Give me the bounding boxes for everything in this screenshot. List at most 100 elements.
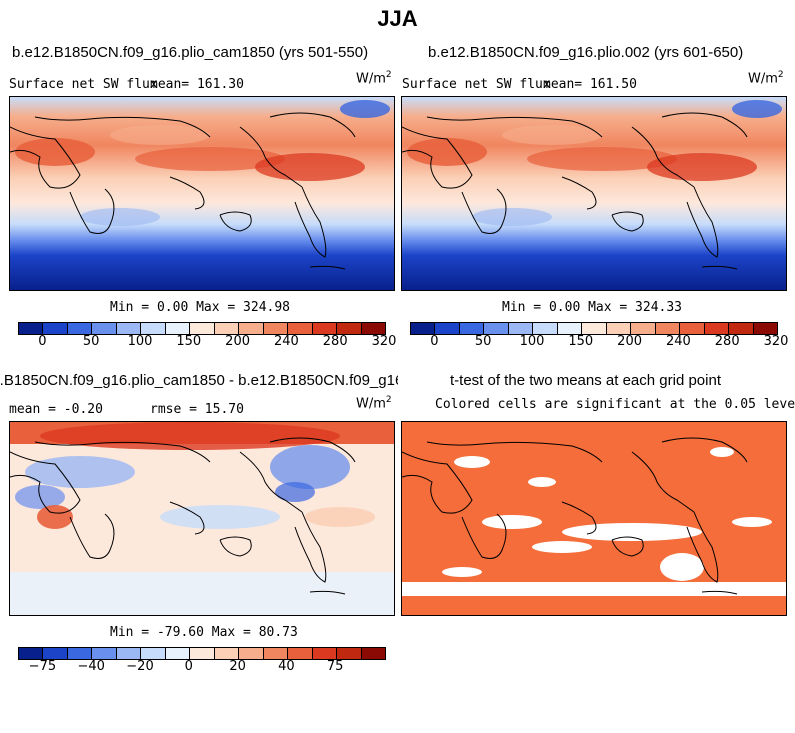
colorbar-swatch: [411, 323, 436, 334]
colorbar-swatch: [753, 323, 778, 334]
colorbar-swatch: [19, 323, 44, 334]
panel2-stats: Min = 0.00 Max = 324.33: [502, 300, 683, 315]
colorbar-tick-label: 240: [273, 334, 299, 349]
colorbar-swatch: [288, 323, 313, 334]
colorbar-swatch: [655, 323, 681, 334]
colorbar-tick-label: 200: [225, 334, 251, 349]
colorbar-swatch: [239, 323, 264, 334]
colorbar-tick-label: 150: [568, 334, 594, 349]
colorbar-swatch: [312, 648, 338, 659]
colorbar-swatch: [116, 648, 142, 659]
colorbar-swatch: [729, 323, 754, 334]
colorbar-swatch: [116, 323, 142, 334]
colorbar-swatch: [67, 648, 93, 659]
panel4-subtitle: Colored cells are significant at the 0.0…: [435, 397, 795, 412]
panel1-mean-label: mean= 161.30: [150, 77, 244, 92]
colorbar-swatch: [92, 648, 117, 659]
colorbar-swatch: [239, 648, 264, 659]
panel1-map: [9, 96, 395, 291]
colorbar-swatch: [214, 648, 240, 659]
panel2-map-svg: [402, 97, 786, 290]
colorbar-tick-label: 40: [278, 659, 295, 674]
colorbar-tick-label: 280: [322, 334, 348, 349]
panel4-map-svg: [402, 422, 786, 615]
colorbar-tick-label: 280: [714, 334, 740, 349]
colorbar-tick-label: 150: [176, 334, 202, 349]
panel2-units: W/m2: [748, 70, 784, 87]
colorbar-swatch: [508, 323, 534, 334]
panel3-map-svg: [10, 422, 394, 615]
colorbar-tick-label: 240: [665, 334, 691, 349]
colorbar-absolute-left: [18, 322, 386, 335]
colorbar-absolute-right: [410, 322, 778, 335]
colorbar-swatch: [312, 323, 338, 334]
colorbar-tick-label: 0: [430, 334, 439, 349]
colorbar-swatch: [435, 323, 460, 334]
colorbar-tick-label: 200: [617, 334, 643, 349]
colorbar-swatch: [533, 323, 558, 334]
colorbar-tick-label: −40: [77, 659, 105, 674]
colorbar-swatch: [263, 648, 289, 659]
colorbar-tick-label: 320: [763, 334, 789, 349]
figure-title: JJA: [377, 6, 418, 31]
panel2-field-label: Surface net SW flux: [402, 77, 551, 92]
colorbar-swatch: [190, 323, 215, 334]
colorbar-tick-label: −75: [28, 659, 57, 674]
colorbar-swatch: [288, 648, 313, 659]
panel3-units: W/m2: [356, 395, 392, 412]
colorbar-swatch: [704, 323, 730, 334]
panel3-rmse-label: rmse = 15.70: [150, 402, 244, 417]
colorbar-swatch: [141, 323, 166, 334]
colorbar-swatch: [92, 323, 117, 334]
colorbar-swatch: [165, 323, 191, 334]
colorbar-swatch: [214, 323, 240, 334]
panel2-mean-label: mean= 161.50: [543, 77, 637, 92]
colorbar-swatch: [337, 648, 362, 659]
colorbar-swatch: [631, 323, 656, 334]
colorbar-swatch: [680, 323, 705, 334]
colorbar-swatch: [361, 648, 386, 659]
colorbar-tick-label: 50: [474, 334, 492, 349]
colorbar-swatch: [361, 323, 386, 334]
colorbar-swatch: [43, 323, 68, 334]
panel3-map: [9, 421, 395, 616]
colorbar-swatch: [557, 323, 583, 334]
panel3-stats: Min = -79.60 Max = 80.73: [110, 625, 298, 640]
colorbar-tick-label: 20: [229, 659, 246, 674]
colorbar-swatch: [43, 648, 68, 659]
colorbar-difference: [18, 647, 386, 660]
colorbar-swatch: [263, 323, 289, 334]
colorbar-swatch: [141, 648, 166, 659]
colorbar-absolute-left-ticks: 0 50 100 150 200 240 280 320: [18, 334, 396, 350]
colorbar-swatch: [337, 323, 362, 334]
colorbar-difference-ticks: −75 −40 −20 0 20 40 75: [18, 659, 386, 675]
colorbar-swatch: [19, 648, 44, 659]
colorbar-absolute-right-ticks: 0 50 100 150 200 240 280 320: [410, 334, 788, 350]
panel2-title: b.e12.B1850CN.f09_g16.plio.002 (yrs 601-…: [428, 44, 744, 61]
colorbar-swatch: [459, 323, 485, 334]
colorbar-tick-label: 100: [519, 334, 545, 349]
panel4-title: t-test of the two means at each grid poi…: [450, 372, 721, 389]
panel3-mean-label: mean = -0.20: [9, 402, 103, 417]
colorbar-tick-label: 100: [127, 334, 153, 349]
panel3-title-clip: b.e12.B1850CN.f09_g16.plio_cam1850 - b.e…: [0, 370, 398, 392]
panel1-units: W/m2: [356, 70, 392, 87]
colorbar-swatch: [484, 323, 509, 334]
panel3-title: b.e12.B1850CN.f09_g16.plio_cam1850 - b.e…: [0, 372, 398, 389]
panel1-field-label: Surface net SW flux: [9, 77, 158, 92]
panel2-map: [401, 96, 787, 291]
panel1-map-svg: [10, 97, 394, 290]
colorbar-swatch: [165, 648, 191, 659]
panel1-stats: Min = 0.00 Max = 324.98: [110, 300, 291, 315]
colorbar-swatch: [582, 323, 607, 334]
colorbar-swatch: [606, 323, 632, 334]
colorbar-tick-label: 75: [326, 659, 344, 674]
panel1-title: b.e12.B1850CN.f09_g16.plio_cam1850 (yrs …: [12, 44, 369, 61]
colorbar-tick-label: 320: [371, 334, 397, 349]
colorbar-swatch: [190, 648, 215, 659]
colorbar-tick-label: 0: [38, 334, 47, 349]
colorbar-swatch: [67, 323, 93, 334]
panel4-map: [401, 421, 787, 616]
colorbar-tick-label: 0: [184, 659, 193, 674]
colorbar-tick-label: 50: [82, 334, 100, 349]
